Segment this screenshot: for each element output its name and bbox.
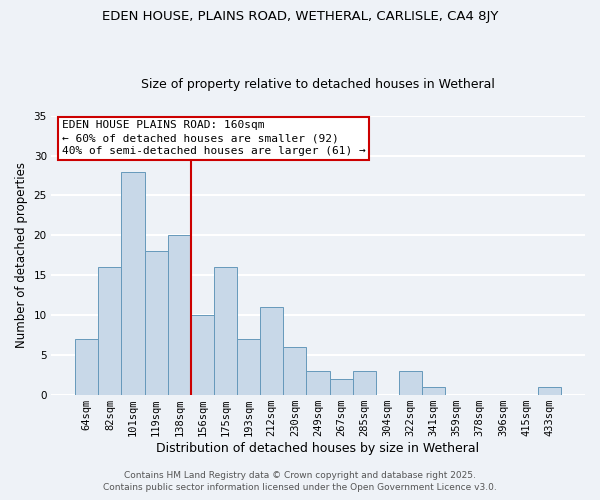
Bar <box>422 387 445 395</box>
Y-axis label: Number of detached properties: Number of detached properties <box>15 162 28 348</box>
Bar <box>214 267 237 395</box>
Bar <box>260 307 283 395</box>
Bar <box>399 371 422 395</box>
Bar <box>307 371 329 395</box>
Bar <box>191 315 214 395</box>
Bar <box>168 236 191 395</box>
Text: EDEN HOUSE, PLAINS ROAD, WETHERAL, CARLISLE, CA4 8JY: EDEN HOUSE, PLAINS ROAD, WETHERAL, CARLI… <box>102 10 498 23</box>
Text: Contains HM Land Registry data © Crown copyright and database right 2025.
Contai: Contains HM Land Registry data © Crown c… <box>103 471 497 492</box>
Text: EDEN HOUSE PLAINS ROAD: 160sqm
← 60% of detached houses are smaller (92)
40% of : EDEN HOUSE PLAINS ROAD: 160sqm ← 60% of … <box>62 120 365 156</box>
Bar <box>75 339 98 395</box>
Bar <box>145 252 168 395</box>
Bar <box>121 172 145 395</box>
Bar <box>329 379 353 395</box>
Bar <box>237 339 260 395</box>
Bar <box>538 387 561 395</box>
X-axis label: Distribution of detached houses by size in Wetheral: Distribution of detached houses by size … <box>157 442 479 455</box>
Title: Size of property relative to detached houses in Wetheral: Size of property relative to detached ho… <box>141 78 495 91</box>
Bar <box>353 371 376 395</box>
Bar <box>98 267 121 395</box>
Bar <box>283 347 307 395</box>
